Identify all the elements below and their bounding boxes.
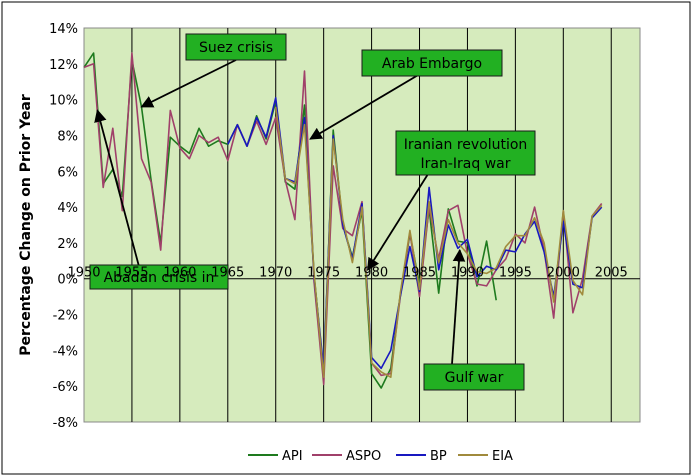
x-tick-label: 1955 (115, 266, 148, 281)
y-tick-label: 6% (57, 165, 78, 180)
x-tick-label: 1960 (163, 266, 196, 281)
annotation-box (185, 33, 287, 61)
x-tick-label: 2005 (595, 266, 628, 281)
legend: API ASPO BP EIA (248, 449, 513, 464)
annotation-box (89, 264, 229, 290)
y-tick-label: -8% (53, 416, 78, 431)
annotations: Suez crisis Arab Embargo Iranian revolutio… (89, 33, 536, 391)
annotation-label-line2: Iran-Iraq war (421, 156, 511, 172)
x-tick-label: 1995 (499, 266, 532, 281)
annotation-arrow (140, 59, 237, 108)
annotation-iranian-revolution: Iranian revolution Iran-Iraq war (366, 130, 536, 271)
x-tick-label: 1950 (67, 266, 100, 281)
x-tick-label: 1970 (259, 266, 292, 281)
annotation-arab-embargo: Arab Embargo (309, 49, 503, 140)
x-tick-label: 1980 (355, 266, 388, 281)
y-tick-label: -2% (53, 309, 78, 324)
y-axis-label: Percentage Change on Prior Year (18, 94, 34, 356)
x-tick-label: 1990 (451, 266, 484, 281)
legend-label: EIA (492, 449, 513, 464)
legend-label: BP (430, 449, 447, 464)
y-tick-label: 12% (49, 58, 78, 73)
x-tick-label: 2000 (547, 266, 580, 281)
annotation-label: Abadan crisis in (104, 270, 215, 286)
legend-item-bp: BP (396, 449, 447, 464)
annotation-box (395, 130, 536, 176)
y-tick-label: 4% (57, 201, 78, 216)
series-lines (83, 52, 603, 389)
annotation-label: Suez crisis (199, 40, 273, 56)
legend-label: API (282, 449, 303, 464)
annotation-label: Arab Embargo (382, 56, 482, 72)
y-tick-label: 0% (57, 273, 78, 288)
annotation-suez-crisis: Suez crisis (140, 33, 287, 108)
y-tick-label: 2% (57, 237, 78, 252)
y-tick-label: -4% (53, 344, 78, 359)
annotation-box (423, 363, 525, 391)
y-tick-label: 14% (49, 22, 78, 37)
annotation-label: Gulf war (445, 370, 504, 386)
x-tick-label: 1985 (403, 266, 436, 281)
y-tick-label: -6% (53, 380, 78, 395)
y-tick-label: 8% (57, 129, 78, 144)
y-tick-label: 10% (49, 94, 78, 109)
legend-label: ASPO (346, 449, 381, 464)
x-tick-labels: 1950 1955 1960 1965 1970 1975 1980 1985 1990 1995… (67, 266, 627, 281)
annotation-label: Iranian revolution (404, 137, 528, 153)
series-line-eia (274, 106, 603, 379)
series-line-aspo (83, 52, 603, 386)
annotation-gulf-war: Gulf war (423, 248, 525, 391)
y-tick-labels: -8% -6% -4% -2% 0% 2% 4% 6% 8% 10% 12% 14% (49, 22, 78, 431)
legend-item-api: API (248, 449, 303, 464)
annotation-arrow (309, 67, 431, 140)
x-tick-label: 1975 (307, 266, 340, 281)
annotation-arrow (94, 109, 146, 290)
x-tick-label: 1965 (211, 266, 244, 281)
annotation-arrow (451, 248, 466, 365)
annotation-abadan-crisis-in: Abadan crisis in (89, 109, 229, 290)
legend-item-aspo: ASPO (312, 449, 381, 464)
plot-area (83, 27, 641, 423)
annotation-box (361, 49, 503, 77)
legend-item-eia: EIA (458, 449, 513, 464)
